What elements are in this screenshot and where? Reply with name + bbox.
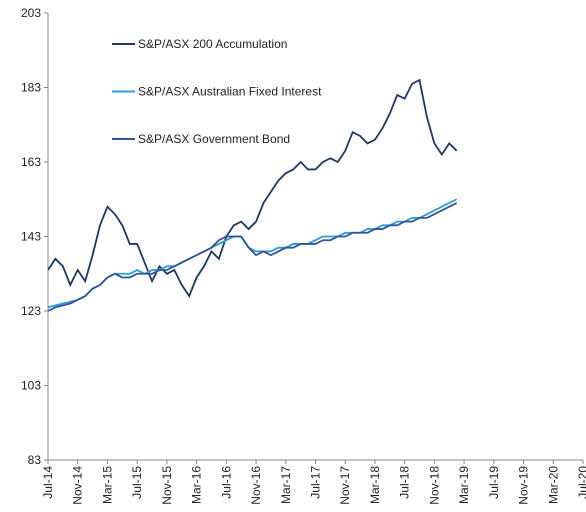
legend-label: S&P/ASX 200 Accumulation <box>138 37 287 51</box>
y-tick-label: 203 <box>21 6 41 20</box>
series-line <box>47 198 458 309</box>
y-tick-label: 163 <box>21 155 41 169</box>
y-tick-label: 103 <box>21 379 41 393</box>
series-line <box>47 202 458 312</box>
x-tick-label: Jul-20 <box>576 466 586 499</box>
x-tick-label: Mar-18 <box>368 466 382 504</box>
x-tick-label: Jul-15 <box>130 466 144 499</box>
x-tick-label: Mar-19 <box>457 466 471 504</box>
y-tick-label: 123 <box>21 304 41 318</box>
x-tick-label: Nov-15 <box>160 466 174 505</box>
x-tick-label: Jul-17 <box>309 466 323 499</box>
legend-label: S&P/ASX Australian Fixed Interest <box>138 85 322 99</box>
y-tick-label: 183 <box>21 81 41 95</box>
legend-label: S&P/ASX Government Bond <box>138 132 290 146</box>
x-tick-label: Nov-16 <box>249 466 263 505</box>
x-tick-label: Jul-19 <box>487 466 501 499</box>
x-tick-label: Mar-20 <box>546 466 560 504</box>
series-line <box>47 78 458 299</box>
x-tick-label: Jul-18 <box>398 466 412 499</box>
x-tick-label: Jul-14 <box>41 466 55 499</box>
x-tick-label: Nov-18 <box>427 466 441 505</box>
x-tick-label: Jul-16 <box>219 466 233 499</box>
x-tick-label: Nov-17 <box>338 466 352 505</box>
x-tick-label: Mar-15 <box>100 466 114 504</box>
y-tick-label: 83 <box>28 453 42 467</box>
y-tick-label: 143 <box>21 230 41 244</box>
x-tick-label: Nov-19 <box>517 466 531 505</box>
x-tick-label: Mar-17 <box>279 466 293 504</box>
x-tick-label: Nov-14 <box>71 466 85 505</box>
x-tick-label: Mar-16 <box>190 466 204 504</box>
